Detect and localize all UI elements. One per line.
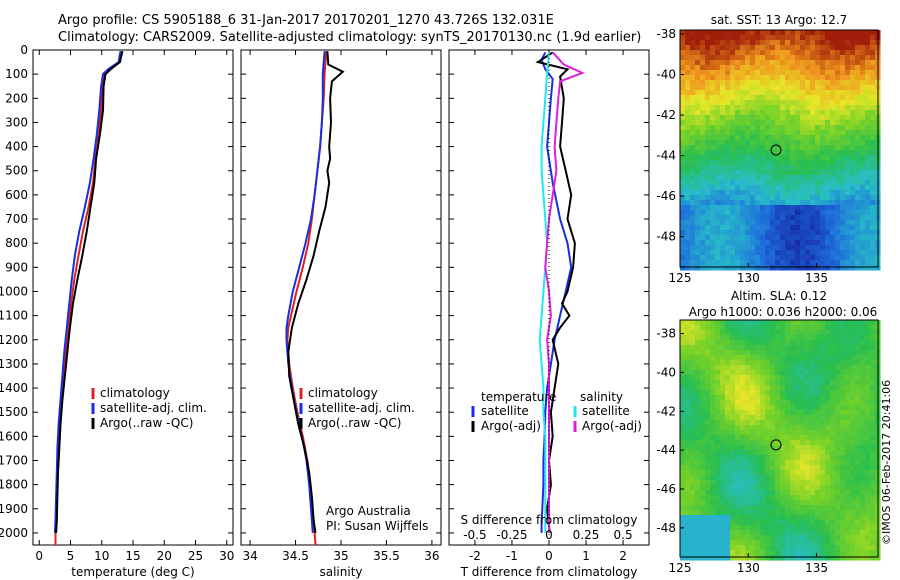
y-tick-label: 1300: [0, 357, 28, 371]
y-tick-label: 100: [5, 67, 28, 81]
x-tick-label: 20: [157, 549, 172, 563]
x-tick-label: 35: [333, 549, 348, 563]
x-tick-label: -2: [469, 549, 481, 563]
x-tick-label: 35.5: [373, 549, 400, 563]
legend-label: climatology: [100, 386, 170, 400]
map-x-tick-label: 125: [669, 561, 692, 575]
annotation-label: PI: Susan Wijffels: [326, 519, 428, 533]
x2-tick-label: -0.25: [496, 528, 527, 542]
y-tick-label: 400: [5, 140, 28, 154]
series-line-black: [535, 51, 576, 534]
annotation-label: Argo Australia: [326, 504, 411, 518]
y-tick-label: 1900: [0, 502, 28, 516]
y-tick-label: 1800: [0, 478, 28, 492]
map-x-tick-label: 135: [805, 271, 828, 285]
x-axis-label: T difference from climatology: [460, 565, 638, 579]
x-tick-label: 0: [35, 549, 43, 563]
map-y-tick-label: -44: [656, 443, 676, 457]
map-subtitle: Argo h1000: 0.036 h2000: 0.06: [689, 305, 878, 319]
legend-label: Argo(..raw -QC): [308, 416, 401, 430]
x-tick-label: 5: [67, 549, 75, 563]
sla-map: [680, 320, 881, 561]
sst-map-frame: [679, 29, 879, 268]
y-tick-label: 1700: [0, 453, 28, 467]
map-x-tick-label: 130: [737, 271, 760, 285]
series-line-blue: [53, 51, 122, 533]
y-tick-label: 1100: [0, 309, 28, 323]
y-tick-label: 1600: [0, 429, 28, 443]
x-tick-label: 0: [545, 549, 553, 563]
legend-title: salinity: [580, 390, 623, 404]
x-tick-label: 34: [242, 549, 257, 563]
x-tick-label: 1: [582, 549, 590, 563]
legend-label: Argo(-adj): [481, 419, 541, 433]
legend-label: Argo(-adj): [582, 419, 642, 433]
x2-axis-label: S difference from climatology: [461, 513, 638, 527]
legend-label: satellite-adj. clim.: [100, 401, 207, 415]
series-line-blue: [540, 51, 573, 533]
x-tick-label: 15: [125, 549, 140, 563]
map-y-tick-label: -46: [656, 482, 676, 496]
x2-tick-label: -0.5: [463, 528, 486, 542]
x-tick-label: 2: [619, 549, 627, 563]
legend-label: climatology: [308, 386, 378, 400]
x-tick-label: 34.5: [282, 549, 309, 563]
y-tick-label: 0: [20, 43, 28, 57]
series-line-black: [287, 51, 345, 534]
map-y-tick-label: -48: [656, 521, 676, 535]
y-tick-label: 1200: [0, 333, 28, 347]
argo-position-marker: [770, 439, 782, 451]
legend-label: satellite-adj. clim.: [308, 401, 415, 415]
x-tick-label: 25: [188, 549, 203, 563]
map-y-tick-label: -38: [656, 27, 676, 41]
y-tick-label: 700: [5, 212, 28, 226]
sla-map-frame: [679, 319, 879, 558]
y-tick-label: 600: [5, 188, 28, 202]
plot-frame-sal: [240, 49, 442, 546]
y-tick-label: 1500: [0, 405, 28, 419]
map-y-tick-label: -38: [656, 327, 676, 341]
x2-tick-label: 0.5: [614, 528, 633, 542]
x-axis-label: salinity: [319, 565, 362, 579]
y-tick-label: 300: [5, 115, 28, 129]
y-tick-label: 200: [5, 91, 28, 105]
legend-label: satellite: [582, 404, 630, 418]
side-copyright-label: ©IMOS 06-Feb-2017 20:41:06: [880, 380, 893, 545]
sst-map: [680, 30, 881, 271]
figure-title-line2: Climatology: CARS2009. Satellite-adjuste…: [58, 30, 642, 45]
plot-frame-temp: [32, 49, 234, 546]
map-y-tick-label: -42: [656, 404, 676, 418]
map-y-tick-label: -44: [656, 149, 676, 163]
map-y-tick-label: -42: [656, 108, 676, 122]
map-title: Altim. SLA: 0.12: [731, 289, 827, 303]
y-tick-label: 1400: [0, 381, 28, 395]
x-tick-label: -1: [506, 549, 518, 563]
y-tick-label: 2000: [0, 526, 28, 540]
argo-position-marker: [770, 144, 782, 156]
y-tick-label: 900: [5, 260, 28, 274]
legend-label: Argo(..raw -QC): [100, 416, 193, 430]
x2-tick-label: 0.25: [573, 528, 600, 542]
x-tick-label: 30: [219, 549, 234, 563]
y-tick-label: 500: [5, 164, 28, 178]
x-tick-label: 36: [424, 549, 439, 563]
series-line-black: [55, 50, 124, 533]
x-axis-label: temperature (deg C): [71, 565, 194, 579]
map-y-tick-label: -46: [656, 189, 676, 203]
legend-title: temperature: [481, 390, 556, 404]
map-title: sat. SST: 13 Argo: 12.7: [711, 13, 848, 27]
y-tick-label: 1000: [0, 284, 28, 298]
map-y-tick-label: -48: [656, 230, 676, 244]
x2-tick-label: 0: [545, 528, 553, 542]
map-x-tick-label: 125: [669, 271, 692, 285]
legend-label: satellite: [481, 404, 529, 418]
map-y-tick-label: -40: [656, 365, 676, 379]
figure-title-line1: Argo profile: CS 5905188_6 31-Jan-2017 2…: [58, 13, 554, 28]
y-tick-label: 800: [5, 236, 28, 250]
map-y-tick-label: -40: [656, 68, 676, 82]
x-tick-label: 10: [94, 549, 109, 563]
map-x-tick-label: 130: [737, 561, 760, 575]
map-x-tick-label: 135: [805, 561, 828, 575]
